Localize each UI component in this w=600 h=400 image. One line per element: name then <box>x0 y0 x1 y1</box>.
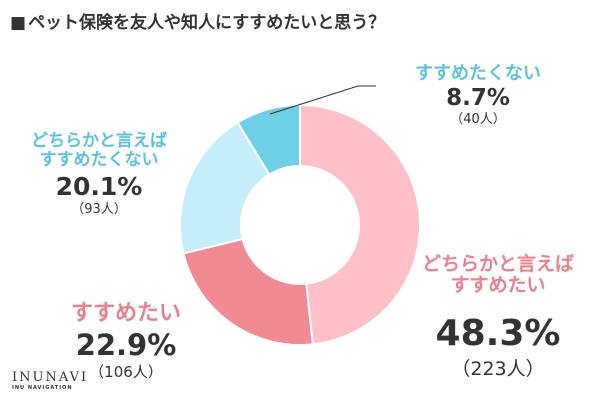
leader-line <box>269 85 376 115</box>
slice-percent: 8.7% <box>446 84 510 111</box>
slice-name: どちらかと言えば <box>421 253 574 275</box>
slice-count: （40人） <box>450 112 506 128</box>
slice-label-susumetakunai: すすめたくない 8.7% （40人） <box>388 64 568 127</box>
slice-dochiraka-susumetakunai <box>179 121 271 255</box>
inunavi-logo: INUNAVI INU NAVIGATION <box>12 370 88 391</box>
slice-susumetai <box>182 237 314 346</box>
slice-name: すすめたい <box>70 301 181 326</box>
slice-susumetakunai <box>236 103 301 176</box>
slice-label-dochiraka-susumetakunai: どちらかと言えば すすめたくない 20.1% （93人） <box>4 132 194 217</box>
slice-percent: 22.9% <box>75 328 177 363</box>
chart-title: ■ ペット保険を友人や知人にすすめたいと思う？ <box>10 8 385 33</box>
slice-name: すすめたい <box>450 273 546 296</box>
slice-percent: 48.3% <box>435 312 561 354</box>
slice-count: （93人） <box>71 201 127 217</box>
slice-label-susumetai: すすめたい 22.9% （106人） <box>26 301 226 382</box>
logo-subtitle: INU NAVIGATION <box>12 385 73 391</box>
slice-count: （106人） <box>89 363 163 382</box>
logo-wordmark: INUNAVI <box>12 370 89 385</box>
slice-percent: 20.1% <box>55 172 143 202</box>
slice-name: すすめたくない <box>39 149 159 170</box>
slice-count: （223人） <box>451 358 545 381</box>
title-marker: ■ <box>10 13 27 33</box>
chart-title-text: ペット保険を友人や知人にすすめたいと思う？ <box>28 13 386 33</box>
slice-label-dochiraka-susumetai: どちらかと言えば すすめたい 48.3% （223人） <box>398 254 598 380</box>
slice-name: どちらかと言えば <box>31 131 167 151</box>
slice-dochiraka-susumetai <box>299 103 421 346</box>
slice-name: すすめたくない <box>415 63 541 84</box>
